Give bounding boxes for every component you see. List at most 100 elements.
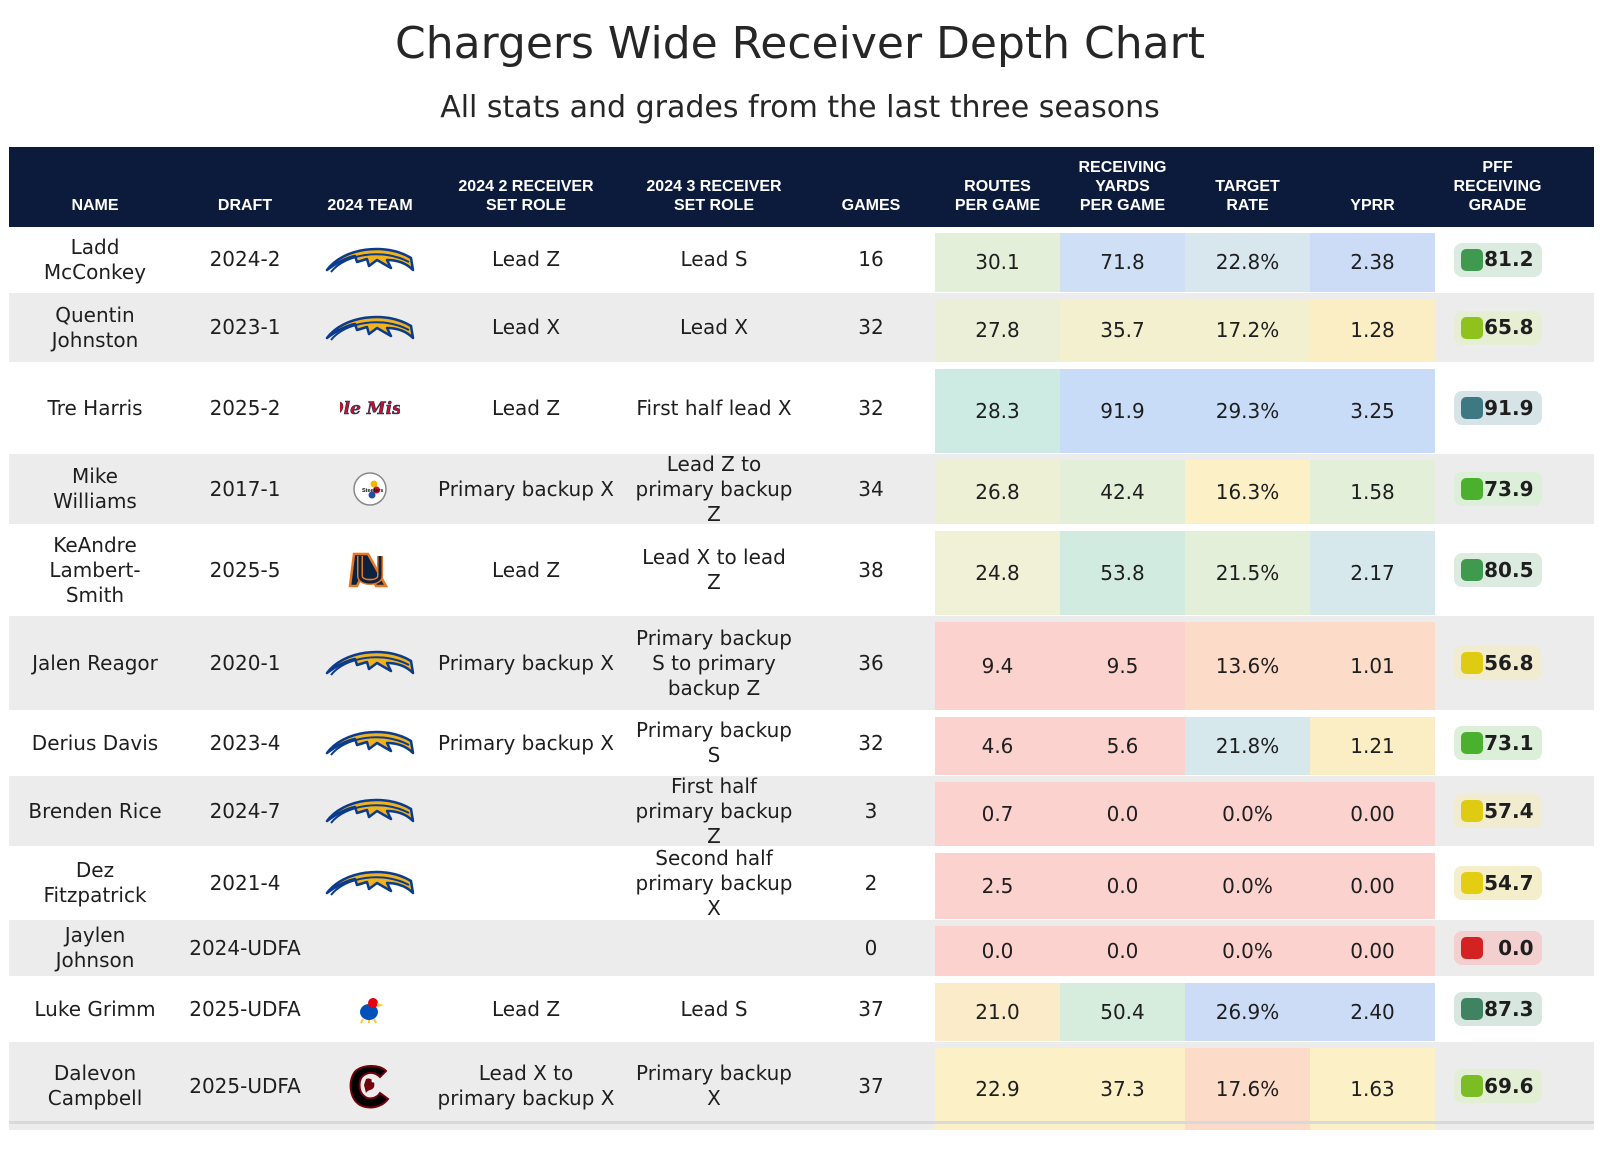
routes-stat-cell: 24.8 — [935, 531, 1060, 615]
ryds-stat-cell-text: 0.0 — [1106, 801, 1139, 826]
ryds-stat-cell: 71.8 — [1060, 233, 1185, 292]
draft-cell: 2024-2 — [181, 227, 309, 292]
player-name-cell-text: Tre Harris — [47, 395, 143, 420]
draft-cell-text: 2025-5 — [209, 557, 281, 582]
ryds-stat-cell: 5.6 — [1060, 717, 1185, 775]
games-cell: 38 — [807, 525, 935, 615]
table-bottom-rule — [9, 1121, 1594, 1124]
ryds-stat-cell: 37.3 — [1060, 1048, 1185, 1130]
col-header-role3: 2024 3 RECEIVER SET ROLE — [646, 178, 782, 214]
ryds-stat-cell: 53.8 — [1060, 531, 1185, 615]
col-header-pff-grade: PFF RECEIVING GRADE — [1453, 159, 1542, 214]
grade-value: 56.8 — [1484, 650, 1534, 675]
target-stat-cell: 16.3% — [1185, 460, 1310, 524]
routes-stat-cell-text: 22.9 — [975, 1076, 1020, 1101]
three-receiver-role-cell-text: Second half primary backup X — [635, 845, 793, 920]
target-stat-cell-text: 22.8% — [1215, 250, 1280, 274]
col-header-target-rate: TARGET RATE — [1215, 178, 1280, 214]
draft-cell: 2025-UDFA — [181, 1042, 309, 1130]
grade-color-swatch — [1460, 732, 1483, 754]
yprr-stat-cell: 1.58 — [1310, 460, 1435, 524]
target-stat-cell-text: 29.3% — [1215, 398, 1280, 423]
routes-stat-cell-text: 24.8 — [975, 560, 1020, 585]
grade-value: 0.0 — [1498, 935, 1534, 960]
games-cell: 32 — [807, 363, 935, 453]
grade-badge: 87.3 — [1453, 992, 1542, 1026]
auburn-logo-icon — [309, 525, 431, 615]
draft-cell-text: 2024-7 — [209, 798, 281, 823]
svg-text:Ole Miss: Ole Miss — [340, 399, 400, 419]
yprr-stat-cell-text: 1.21 — [1350, 733, 1395, 758]
yprr-stat-cell: 2.40 — [1310, 983, 1435, 1041]
routes-stat-cell-text: 2.5 — [981, 873, 1014, 898]
ryds-stat-cell: 42.4 — [1060, 460, 1185, 524]
col-header-games: GAMES — [841, 197, 901, 214]
target-stat-cell: 22.8% — [1185, 233, 1310, 292]
two-receiver-role-cell-text: Lead Z — [491, 557, 561, 582]
chargers-bolt-logo-icon — [309, 776, 431, 846]
target-stat-cell: 26.9% — [1185, 983, 1310, 1041]
col-header-receiving-yards: RECEIVING YARDS PER GAME — [1078, 159, 1167, 214]
target-stat-cell: 17.2% — [1185, 299, 1310, 362]
two-receiver-role-cell-text: Lead Z — [491, 247, 561, 271]
two-receiver-role-cell — [431, 920, 621, 976]
grade-value: 91.9 — [1484, 395, 1534, 420]
grade-color-swatch — [1460, 316, 1483, 339]
pff-grade-cell: 91.9 — [1435, 363, 1560, 453]
depth-chart-table: NAME DRAFT 2024 TEAM 2024 2 RECEIVER SET … — [9, 147, 1594, 1131]
yprr-stat-cell: 1.01 — [1310, 622, 1435, 710]
player-name-cell: Tre Harris — [9, 363, 181, 453]
routes-stat-cell-text: 28.3 — [975, 398, 1020, 423]
games-cell-text: 32 — [858, 315, 884, 339]
player-name-cell-text: Quentin Johnston — [51, 302, 139, 352]
target-stat-cell: 29.3% — [1185, 369, 1310, 453]
games-cell: 37 — [807, 977, 935, 1041]
yprr-stat-cell-text: 0.00 — [1350, 801, 1395, 826]
yprr-stat-cell: 2.17 — [1310, 531, 1435, 615]
player-name-cell: Quentin Johnston — [9, 293, 181, 362]
three-receiver-role-cell-text: Primary backup X — [636, 1061, 792, 1110]
player-name-cell-text: Luke Grimm — [34, 996, 156, 1021]
two-receiver-role-cell: Primary backup X — [431, 711, 621, 775]
grade-color-swatch — [1460, 559, 1483, 581]
routes-stat-cell-text: 27.8 — [975, 318, 1020, 342]
two-receiver-role-cell-text: Lead X to primary backup X — [437, 1061, 615, 1110]
draft-cell-text: 2025-UDFA — [189, 996, 301, 1021]
pff-grade-cell: 87.3 — [1435, 977, 1560, 1041]
player-name-cell-text: Derius Davis — [31, 730, 159, 755]
target-stat-cell: 21.5% — [1185, 531, 1310, 615]
three-receiver-role-cell: Lead X to lead Z — [621, 525, 807, 615]
two-receiver-role-cell: Lead Z — [431, 363, 621, 453]
grade-color-swatch — [1460, 652, 1483, 674]
games-cell-text: 37 — [858, 1073, 884, 1098]
two-receiver-role-cell — [431, 847, 621, 919]
target-stat-cell: 17.6% — [1185, 1048, 1310, 1130]
ryds-stat-cell: 0.0 — [1060, 926, 1185, 976]
col-header-role2: 2024 2 RECEIVER SET ROLE — [458, 178, 594, 214]
games-cell-text: 2 — [864, 870, 878, 895]
three-receiver-role-cell-text: Lead S — [680, 996, 748, 1021]
three-receiver-role-cell-text: Lead X to lead Z — [642, 545, 786, 594]
games-cell: 16 — [807, 227, 935, 292]
kansas-logo-icon — [309, 977, 431, 1041]
target-stat-cell-text: 17.2% — [1215, 318, 1280, 342]
routes-stat-cell: 28.3 — [935, 369, 1060, 453]
grade-value: 80.5 — [1484, 557, 1534, 582]
south-carolina-logo-icon — [309, 1042, 431, 1130]
routes-stat-cell: 26.8 — [935, 460, 1060, 524]
draft-cell: 2021-4 — [181, 847, 309, 919]
yprr-stat-cell: 0.00 — [1310, 782, 1435, 846]
two-receiver-role-cell — [431, 776, 621, 846]
table-row: Tre Harris 2025-2 Ole Miss Lead Z First half… — [9, 363, 1594, 454]
yprr-stat-cell: 0.00 — [1310, 926, 1435, 976]
table-row: Luke Grimm 2025-UDFA Lead Z Lead S 37 21.0 50.… — [9, 977, 1594, 1042]
player-name-cell: Mike Williams — [9, 454, 181, 524]
chargers-bolt-logo-icon — [309, 293, 431, 362]
draft-cell: 2024-7 — [181, 776, 309, 846]
two-receiver-role-cell: Primary backup X — [431, 454, 621, 524]
routes-stat-cell-text: 30.1 — [975, 250, 1020, 274]
three-receiver-role-cell-text: Primary backup S — [636, 718, 792, 767]
draft-cell: 2025-5 — [181, 525, 309, 615]
yprr-stat-cell-text: 2.40 — [1350, 999, 1395, 1024]
grade-value: 57.4 — [1484, 798, 1534, 823]
